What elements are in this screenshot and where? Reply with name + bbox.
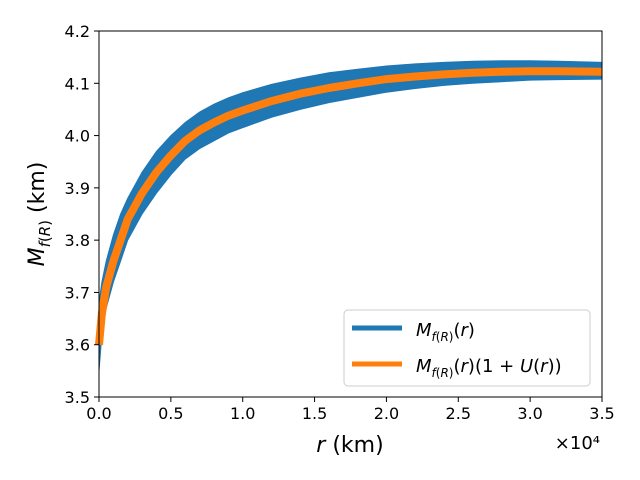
y-tick-label: 3.5 xyxy=(65,388,90,407)
legend-label-series-2: Mf(R)(r)(1 + U(r)) xyxy=(416,356,562,380)
x-axis-label: r (km) xyxy=(316,433,383,458)
y-tick-label: 3.8 xyxy=(65,231,90,250)
x-tick-label: 3.5 xyxy=(589,404,614,423)
y-tick-label: 3.6 xyxy=(65,336,90,355)
y-tick-label: 4.2 xyxy=(65,22,90,41)
x-tick-label: 1.5 xyxy=(302,404,327,423)
legend-box xyxy=(343,309,591,387)
x-tick-label: 3.0 xyxy=(517,404,542,423)
y-tick-label: 3.7 xyxy=(65,283,90,302)
y-tick-label: 4.0 xyxy=(65,127,90,146)
x-axis-offset-label: ×10⁴ xyxy=(555,433,600,454)
x-tick-label: 2.5 xyxy=(446,404,471,423)
plot-frame xyxy=(98,30,603,398)
y-tick-label: 3.9 xyxy=(65,179,90,198)
x-axis-ticks: 0.0 0.5 1.0 1.5 2.0 2.5 3.0 3.5 xyxy=(86,397,615,423)
legend-label-series-1: Mf(R)(r) xyxy=(416,320,475,344)
y-tick-label: 4.1 xyxy=(65,74,90,93)
x-tick-label: 0.0 xyxy=(86,404,111,423)
x-tick-label: 2.0 xyxy=(374,404,399,423)
legend: Mf(R)(r) Mf(R)(r)(1 + U(r)) xyxy=(343,309,591,387)
x-tick-label: 1.0 xyxy=(230,404,255,423)
y-axis-label: Mf(R) (km) xyxy=(25,162,54,267)
y-axis-ticks: 3.5 3.6 3.7 3.8 3.9 4.0 4.1 4.2 xyxy=(65,22,99,407)
series-line-2 xyxy=(95,67,603,346)
x-tick-label: 0.5 xyxy=(158,404,183,423)
